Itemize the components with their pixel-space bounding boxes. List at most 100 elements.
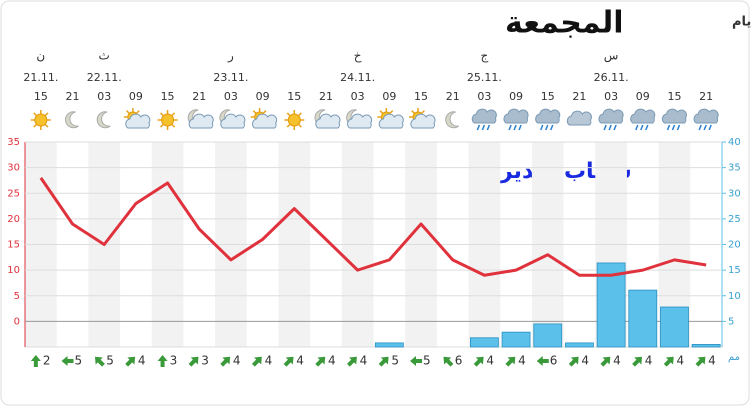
wind-speed: 4 <box>676 354 684 368</box>
hour-label: 09 <box>636 90 650 103</box>
wind-arrow <box>125 356 136 367</box>
weather-icon <box>598 108 624 131</box>
wind-speed: 5 <box>391 354 399 368</box>
day-name: س <box>604 49 619 64</box>
wind-arrow <box>94 356 105 367</box>
sun-ray <box>159 123 164 128</box>
sun <box>34 113 48 127</box>
y-tick-label: 20 <box>7 214 20 225</box>
y-tick-label: 15 <box>7 240 20 251</box>
y2-tick-label: 30 <box>728 188 741 199</box>
weather-icon <box>503 108 529 131</box>
wind-speed: 4 <box>581 354 589 368</box>
hour-label: 09 <box>256 90 270 103</box>
wind-speed: 4 <box>708 354 716 368</box>
wind-speed: 5 <box>75 354 83 368</box>
cloud <box>693 108 719 124</box>
day-name: ن <box>36 49 45 63</box>
sun-ray <box>33 123 38 128</box>
sun-ray <box>286 112 291 117</box>
title: توقعات تفصيلية للطقس لمدة ٥ أيام <box>732 13 752 30</box>
precip-bar <box>691 344 721 348</box>
day-name: خ <box>354 49 362 63</box>
wind-arrow <box>347 356 357 367</box>
rain-drop <box>545 124 549 131</box>
hour-label: 15 <box>161 90 175 103</box>
weather-icon <box>693 108 719 131</box>
wind-speed: 4 <box>296 354 304 368</box>
wind-arrow <box>663 356 674 367</box>
wind-speed: 4 <box>613 354 621 368</box>
wind-arrow <box>251 356 262 367</box>
y2-tick-label: 25 <box>728 214 741 225</box>
y-tick-label: 10 <box>7 265 20 276</box>
rain-drop <box>671 124 676 131</box>
rain-drop <box>666 124 671 131</box>
sun-ray <box>298 112 302 117</box>
y2-tick-label: 35 <box>728 163 741 174</box>
hour-label: 15 <box>287 90 301 103</box>
cloud <box>566 110 592 126</box>
rain-drop <box>613 124 617 131</box>
cloud <box>125 113 151 129</box>
y2-axis-label: مم <box>728 352 740 363</box>
cloud <box>315 113 341 129</box>
sun-ray <box>125 110 130 114</box>
cloud <box>188 113 214 129</box>
day-date: 23.11. <box>213 71 248 84</box>
wind-arrow <box>283 356 294 367</box>
day-date: 22.11. <box>87 71 122 84</box>
hour-label: 15 <box>414 90 428 103</box>
location: المجمعة <box>505 6 624 41</box>
precip-bar <box>596 262 626 348</box>
sun-ray <box>389 110 394 114</box>
wind-arrow <box>157 355 168 367</box>
rain-drop <box>518 124 522 131</box>
sun-ray <box>262 110 267 114</box>
day-name: ث <box>99 49 110 63</box>
cloud <box>503 108 529 124</box>
moon <box>65 111 79 129</box>
wind-arrow <box>220 356 231 367</box>
cloud <box>347 113 373 129</box>
wind-speed: 6 <box>550 354 558 368</box>
sun-ray <box>379 110 384 114</box>
hour-label: 21 <box>319 90 333 103</box>
y-tick-label: 5 <box>14 291 20 302</box>
precip-bar <box>501 331 531 348</box>
wind-arrow <box>30 355 41 367</box>
day-name: ر <box>227 49 234 64</box>
precip-bar <box>565 342 594 348</box>
weather-icon <box>30 110 51 130</box>
sun-ray <box>298 123 302 128</box>
wind-speed: 4 <box>233 354 241 368</box>
precip-bar <box>533 323 563 348</box>
weather-icon <box>566 110 592 126</box>
wind-speed: 4 <box>138 354 146 368</box>
y2-tick-label: 40 <box>728 137 741 148</box>
sun-ray <box>44 123 49 128</box>
hour-label: 09 <box>129 90 143 103</box>
weather-icon <box>219 109 246 129</box>
weather-icon <box>346 109 373 129</box>
wind-arrow <box>632 356 643 367</box>
cloud <box>471 108 497 124</box>
hour-label: 03 <box>604 90 618 103</box>
day-date: 26.11. <box>594 71 629 84</box>
rain-drop <box>476 124 481 131</box>
y-tick-label: 30 <box>7 163 20 174</box>
weather-icon <box>157 110 178 130</box>
wind-speed: 4 <box>518 354 526 368</box>
weather-icon <box>314 109 341 129</box>
y2-tick-label: 20 <box>728 240 741 251</box>
sun-ray <box>33 112 38 117</box>
rain-drop <box>608 124 612 131</box>
cloud <box>220 113 246 129</box>
wind-arrow <box>568 356 579 367</box>
hour-label: 09 <box>509 90 523 103</box>
y2-tick-label: 5 <box>728 316 734 327</box>
moon <box>96 111 111 129</box>
weather-icon <box>471 108 497 131</box>
weather-icon <box>630 108 656 131</box>
wind-speed: 2 <box>43 354 51 368</box>
